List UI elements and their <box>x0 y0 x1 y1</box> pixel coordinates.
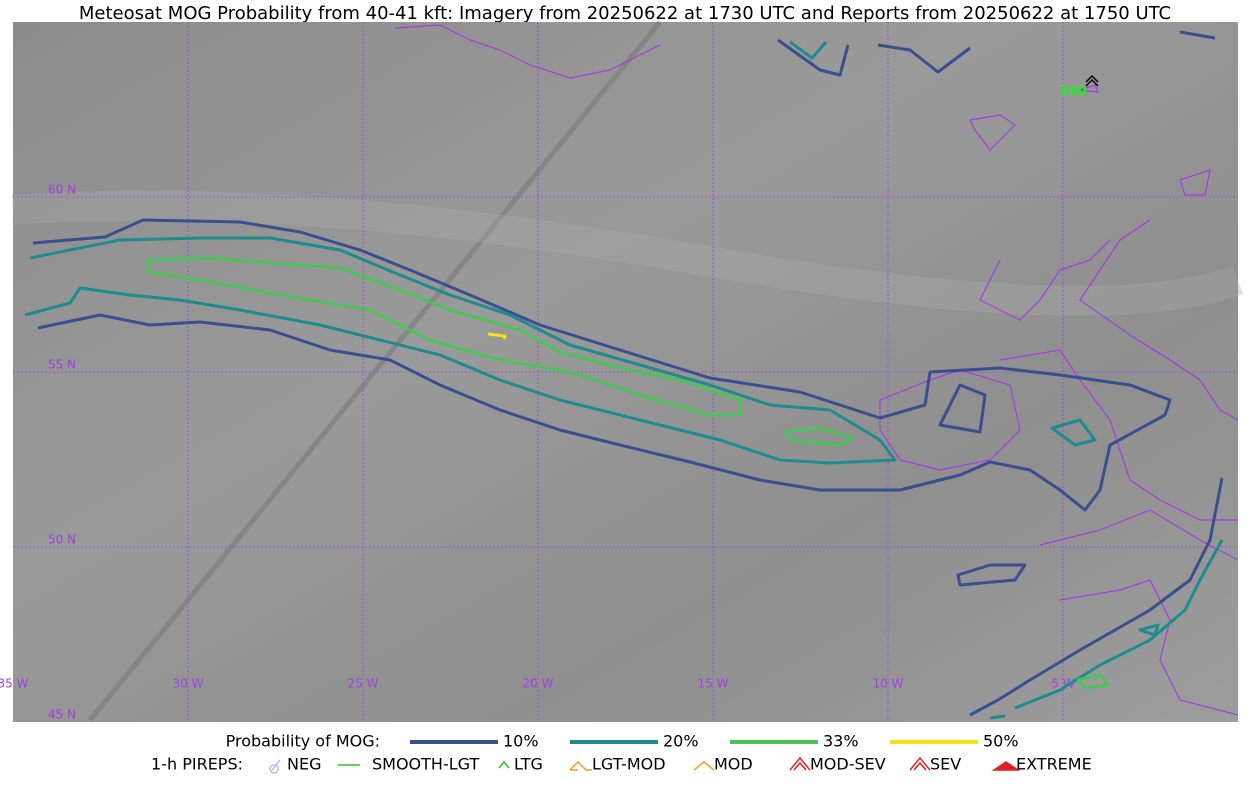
lon-label: 25 W <box>348 677 379 691</box>
contour-50 <box>487 332 507 340</box>
legend: Probability of MOG: 10% 20% 33% 50% 1-h PIREP… <box>151 732 1092 774</box>
map: 35 W 30 W 25 W 20 W 15 W 10 W 5 W 60 N 55 N 50 N 4… <box>0 20 1244 722</box>
coast-shetland <box>1179 169 1211 196</box>
legend-label: 50% <box>983 732 1019 751</box>
title: Meteosat MOG Probability from 40-41 kft:… <box>79 3 1171 24</box>
pirep-symbol <box>693 761 715 771</box>
lon-label: 20 W <box>523 677 554 691</box>
contrail <box>88 20 662 722</box>
pirep-symbol <box>909 756 931 771</box>
legend-label: MOD-SEV <box>810 755 886 774</box>
contours <box>24 30 1224 720</box>
lat-label: 55 N <box>48 358 76 372</box>
lat-label: 50 N <box>48 533 76 547</box>
legend-label: SMOOTH-LGT <box>372 755 479 774</box>
legend-title: 1-h PIREPS: <box>151 755 243 774</box>
grid: 35 W 30 W 25 W 20 W 15 W 10 W 5 W 60 N 55 N 50 N 4… <box>0 22 1238 722</box>
lon-label: 35 W <box>0 677 29 691</box>
coast-ireland <box>879 369 1021 471</box>
pirep-symbol <box>991 761 1021 771</box>
legend-label: EXTREME <box>1016 755 1092 774</box>
legend-label: 10% <box>503 732 539 751</box>
coastlines <box>394 24 1239 716</box>
contour-10 <box>32 218 1172 512</box>
pirep-symbol <box>498 760 510 769</box>
contour-10-part <box>777 30 1224 717</box>
legend-title: Probability of MOG: <box>226 732 380 751</box>
coast-islet <box>1079 84 1099 93</box>
legend-label: 33% <box>823 732 859 751</box>
coast-france <box>1039 509 1239 716</box>
pirep-symbol <box>569 760 592 771</box>
pirep-symbol <box>789 756 811 771</box>
contour-20-part <box>789 40 1224 720</box>
legend-label: LGT-MOD <box>592 755 666 774</box>
lon-label: 15 W <box>698 677 729 691</box>
coast-britain <box>979 219 1239 521</box>
legend-label: MOD <box>714 755 753 774</box>
coast-greenland <box>394 24 661 79</box>
lat-label: 45 N <box>48 708 76 722</box>
lat-label: 60 N <box>48 183 76 197</box>
lon-label: 30 W <box>173 677 204 691</box>
legend-label: 20% <box>663 732 699 751</box>
contour-20 <box>24 236 897 465</box>
legend-label: LTG <box>514 755 543 774</box>
pirep-symbol <box>269 759 281 774</box>
coast-faroes <box>969 114 1016 151</box>
lon-label: 10 W <box>873 677 904 691</box>
lon-label: 5 W <box>1051 677 1074 691</box>
cloud-band <box>11 190 1244 316</box>
legend-label: NEG <box>287 755 321 774</box>
contour-33 <box>146 256 1110 690</box>
pirep-label: 340 <box>1059 85 1086 100</box>
pirep-symbol <box>1085 74 1099 87</box>
legend-label: SEV <box>930 755 961 774</box>
